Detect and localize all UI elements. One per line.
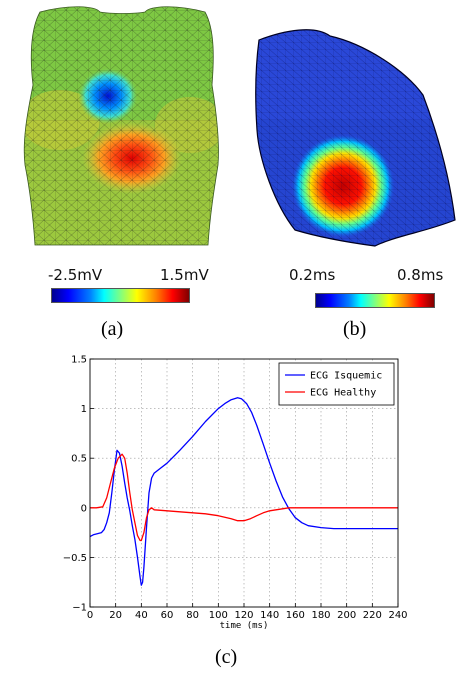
y-tick-label: −0.5	[63, 553, 87, 564]
panel-b-label: (b)	[343, 318, 367, 340]
colorbar-a-min-label: -2.5mV	[48, 266, 103, 284]
x-tick-label: 80	[186, 610, 199, 621]
colorbar-a	[51, 288, 190, 303]
y-tick-label: 0.5	[71, 454, 87, 465]
x-tick-label: 220	[363, 610, 382, 621]
x-tick-label: 0	[87, 610, 93, 621]
x-tick-label: 40	[135, 610, 148, 621]
x-tick-label: 60	[161, 610, 174, 621]
x-axis-label: time (ms)	[220, 621, 269, 631]
x-tick-label: 200	[337, 610, 356, 621]
x-tick-label: 120	[234, 610, 253, 621]
panel-c-label: (c)	[215, 646, 238, 668]
x-tick-label: 240	[388, 610, 407, 621]
panel-a-label: (a)	[101, 318, 124, 340]
colorbar-b-max-label: 0.8ms	[397, 266, 444, 284]
legend-box	[278, 362, 395, 406]
series-line-ecg-healthy	[90, 453, 398, 542]
heart-activation-map	[255, 29, 456, 247]
legend-label: ECG Healthy	[310, 388, 376, 399]
x-tick-label: 100	[209, 610, 228, 621]
y-tick-label: 0	[81, 503, 87, 514]
x-tick-label: 180	[311, 610, 330, 621]
torso-potential-map	[23, 6, 219, 246]
plot-frame	[89, 358, 399, 608]
legend-label: ECG Isquemic	[310, 371, 382, 382]
series-line-ecg-isquemic	[89, 397, 398, 586]
y-tick-label: −1	[72, 603, 87, 614]
colorbar-b	[315, 293, 435, 308]
colorbar-b-min-label: 0.2ms	[289, 266, 336, 284]
colorbar-a-max-label: 1.5mV	[160, 266, 209, 284]
ecg-line-chart: 0 20 40 60 80 100 120 140 160 180 200 220 240 −1 −0.5 0…	[63, 355, 408, 632]
y-tick-label: 1	[81, 404, 87, 415]
y-tick-label: 1.5	[71, 355, 87, 366]
x-tick-label: 160	[286, 610, 305, 621]
x-tick-label: 20	[109, 610, 122, 621]
x-tick-label: 140	[260, 610, 279, 621]
